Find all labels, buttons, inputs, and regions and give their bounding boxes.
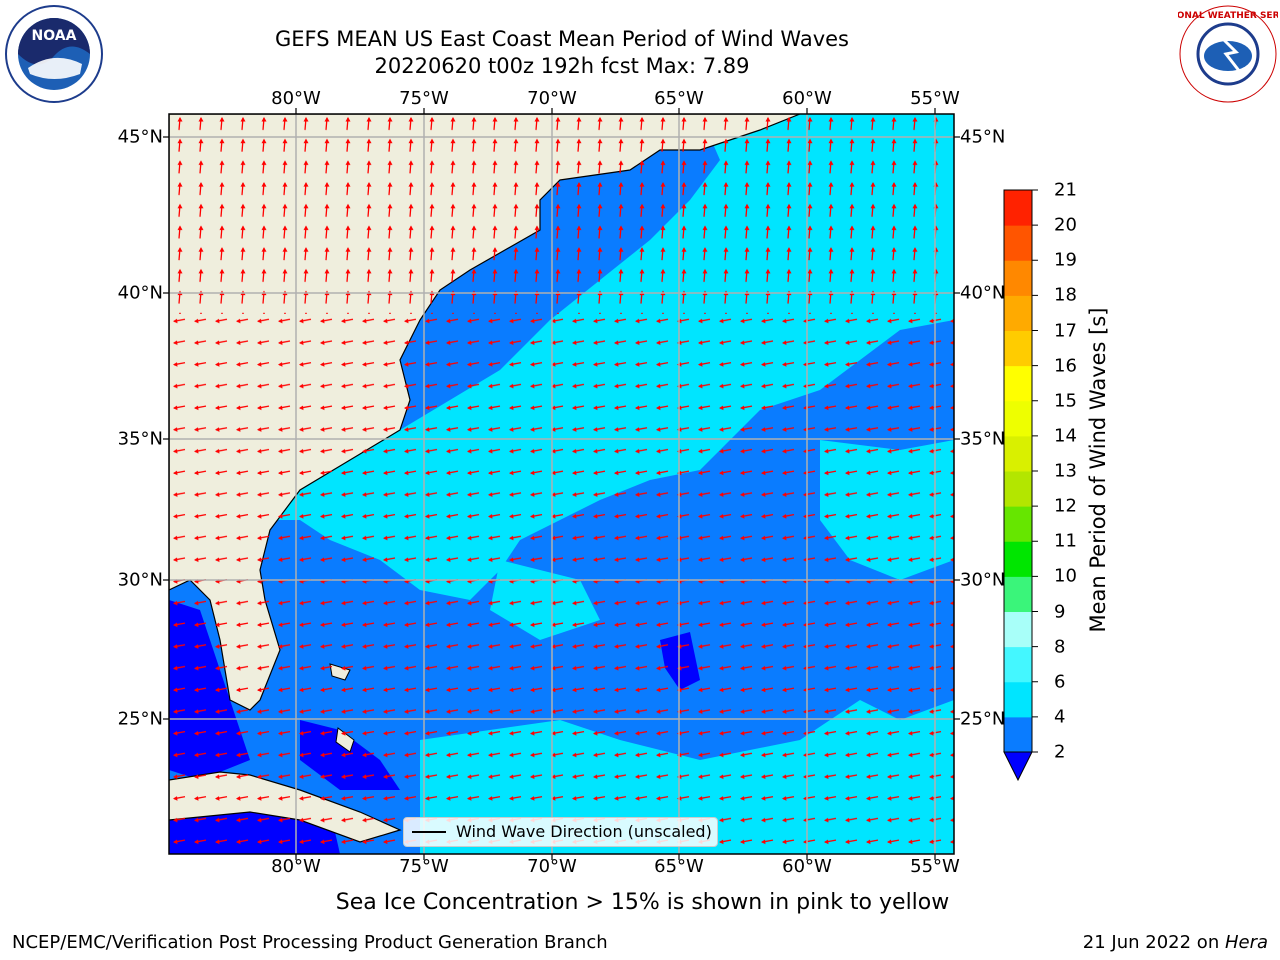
colorbar-tick-label: 16 [1054, 355, 1077, 377]
colorbar-segment [1004, 365, 1032, 402]
lat-tick-left: 35°N [117, 428, 163, 450]
nws-logo-text: NATIONAL WEATHER SERVICE [1178, 11, 1278, 21]
footer-date: 21 Jun 2022 on Hera [1083, 932, 1268, 953]
footer-host: Hera [1224, 932, 1268, 953]
colorbar-tick-label: 17 [1054, 320, 1077, 341]
colorbar-tick-label: 14 [1054, 425, 1077, 447]
colorbar-segment [1004, 716, 1032, 753]
colorbar-segment [1004, 435, 1032, 472]
chart-subtitle: 20220620 t00z 192h fcst Max: 7.89 [374, 54, 750, 78]
lat-tick-right: 40°N [960, 282, 1006, 304]
lon-tick-bottom: 75°W [399, 856, 449, 877]
colorbar-segment [1004, 260, 1032, 296]
colorbar-segment [1004, 330, 1032, 367]
colorbar-segment [1004, 611, 1032, 648]
noaa-logo-text: NOAA [32, 28, 77, 44]
lon-tick-bottom: 55°W [910, 856, 960, 877]
colorbar-segment [1004, 576, 1032, 612]
colorbar-segment [1004, 190, 1032, 226]
footer-credit: NCEP/EMC/Verification Post Processing Pr… [12, 932, 608, 953]
colorbar-tick-label: 20 [1054, 214, 1077, 236]
map-frame [168, 113, 955, 855]
map-gridlines [169, 114, 954, 854]
lon-tick-top: 75°W [399, 88, 449, 109]
colorbar-tick-label: 9 [1054, 601, 1066, 622]
lat-tick-right: 30°N [960, 569, 1006, 591]
nws-logo: NATIONAL WEATHER SERVICE [1178, 5, 1278, 103]
colorbar-segment [1004, 541, 1032, 577]
lon-tick-bottom: 70°W [527, 856, 577, 877]
colorbar-segment [1004, 225, 1032, 261]
colorbar-tick-label: 19 [1054, 249, 1077, 271]
lon-tick-top: 55°W [910, 88, 960, 109]
colorbar-tick-label: 10 [1054, 565, 1077, 587]
lon-tick-top: 70°W [527, 88, 577, 109]
colorbar-segment [1004, 646, 1032, 683]
chart-title: GEFS MEAN US East Coast Mean Period of W… [275, 27, 849, 51]
sea-ice-note: Sea Ice Concentration > 15% is shown in … [0, 890, 1280, 915]
lat-tick-right: 35°N [960, 428, 1006, 450]
legend-line-sample [412, 831, 446, 833]
colorbar-under-triangle [1003, 751, 1033, 782]
colorbar-segment [1004, 400, 1032, 437]
wind-wave-arrows-north [169, 114, 954, 314]
lat-tick-left: 25°N [117, 708, 163, 730]
colorbar-tick-label: 18 [1054, 284, 1077, 306]
noaa-logo: NOAA [5, 5, 103, 103]
colorbar-segment [1004, 681, 1032, 718]
colorbar-tick-label: 13 [1054, 460, 1077, 482]
colorbar [1003, 189, 1038, 782]
lat-tick-left: 30°N [117, 569, 163, 591]
lon-tick-top: 65°W [654, 88, 704, 109]
colorbar-segment [1004, 506, 1032, 542]
legend-label: Wind Wave Direction (unscaled) [456, 822, 712, 841]
map-legend: Wind Wave Direction (unscaled) [403, 817, 718, 847]
colorbar-tick-label: 15 [1054, 390, 1077, 412]
colorbar-segment [1004, 471, 1032, 507]
footer-date-text: 21 Jun 2022 on [1082, 932, 1225, 953]
colorbar-tick-label: 4 [1054, 706, 1066, 728]
lon-tick-bottom: 60°W [782, 856, 832, 877]
colorbar-tick-label: 12 [1054, 495, 1077, 517]
lat-tick-left: 40°N [117, 282, 163, 304]
lat-tick-right: 45°N [960, 126, 1006, 148]
lat-tick-left: 45°N [117, 126, 163, 148]
colorbar-tick-label: 2 [1054, 741, 1066, 763]
sea-ice-note-text: Sea Ice Concentration > 15% is shown in … [335, 890, 950, 915]
colorbar-label: Mean Period of Wind Waves [s] [1086, 307, 1110, 633]
colorbar-tick-label: 8 [1054, 636, 1066, 658]
colorbar-segment [1004, 295, 1032, 331]
lon-tick-bottom: 65°W [654, 856, 704, 877]
colorbar-tick-label: 6 [1054, 671, 1066, 693]
lon-tick-bottom: 80°W [271, 856, 321, 877]
lon-tick-top: 80°W [271, 88, 321, 109]
lat-tick-right: 25°N [960, 708, 1006, 730]
lon-tick-top: 60°W [782, 88, 832, 109]
colorbar-tick-label: 11 [1054, 530, 1077, 552]
wind-wave-arrows [169, 314, 954, 854]
colorbar-tick-label: 21 [1054, 179, 1077, 201]
